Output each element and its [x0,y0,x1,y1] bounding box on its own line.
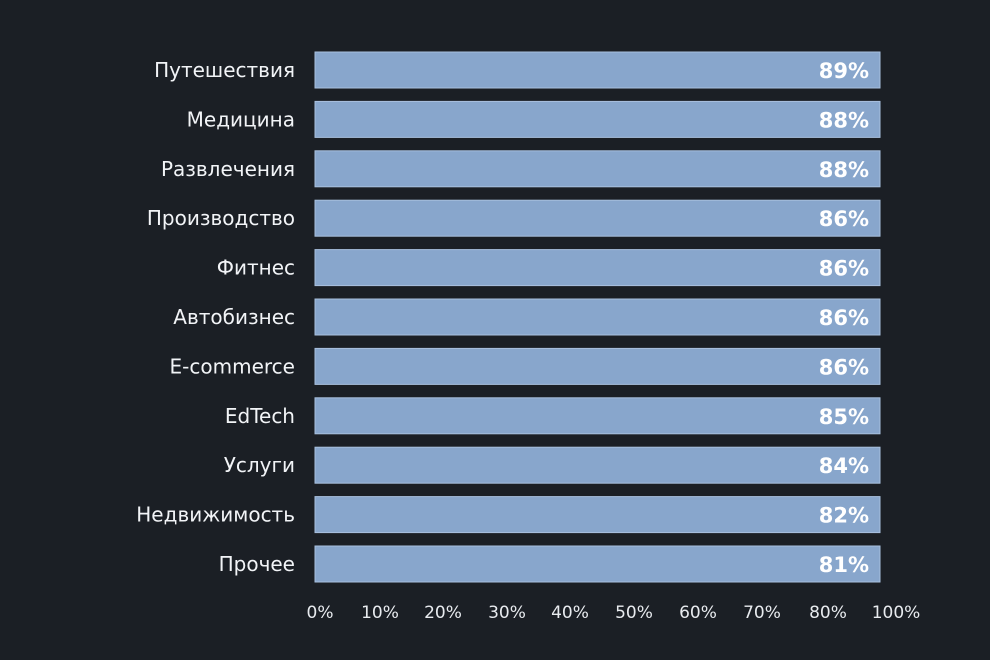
category-label: Фитнес [217,256,295,280]
x-tick-label: 100% [872,603,921,623]
category-label: Автобизнес [173,305,295,329]
bar [314,199,881,237]
value-label: 86% [819,207,869,231]
x-tick-label: 40% [551,603,589,623]
value-label: 84% [819,454,869,478]
bar [314,298,881,336]
value-label: 88% [819,108,869,132]
category-label: EdTech [225,404,295,428]
x-tick-label: 60% [679,603,717,623]
bar [314,249,881,287]
category-label: Производство [147,206,295,230]
bar [314,51,881,89]
x-tick-label: 10% [361,603,399,623]
x-tick-label: 20% [424,603,462,623]
value-label: 86% [819,257,869,281]
x-tick-label: 30% [488,603,526,623]
x-tick-label: 80% [809,603,847,623]
value-label: 89% [819,59,869,83]
bar [314,100,881,138]
value-label: 88% [819,158,869,182]
bar [314,397,881,435]
value-label: 86% [819,355,869,379]
bar [314,150,881,188]
value-label: 81% [819,553,869,577]
bar [314,446,881,484]
x-tick-label: 0% [307,603,334,623]
category-label: Услуги [224,453,295,477]
value-label: 85% [819,405,869,429]
value-label: 86% [819,306,869,330]
category-label: Недвижимость [136,503,295,527]
category-label: Прочее [219,552,295,576]
x-tick-label: 50% [615,603,653,623]
x-tick-label: 70% [743,603,781,623]
category-label: E-commerce [170,354,295,378]
bar [314,496,881,534]
category-label: Медицина [187,107,295,131]
category-label: Развлечения [161,157,295,181]
value-label: 82% [819,504,869,528]
bar [314,347,881,385]
bar [314,545,881,583]
category-label: Путешествия [154,58,295,82]
